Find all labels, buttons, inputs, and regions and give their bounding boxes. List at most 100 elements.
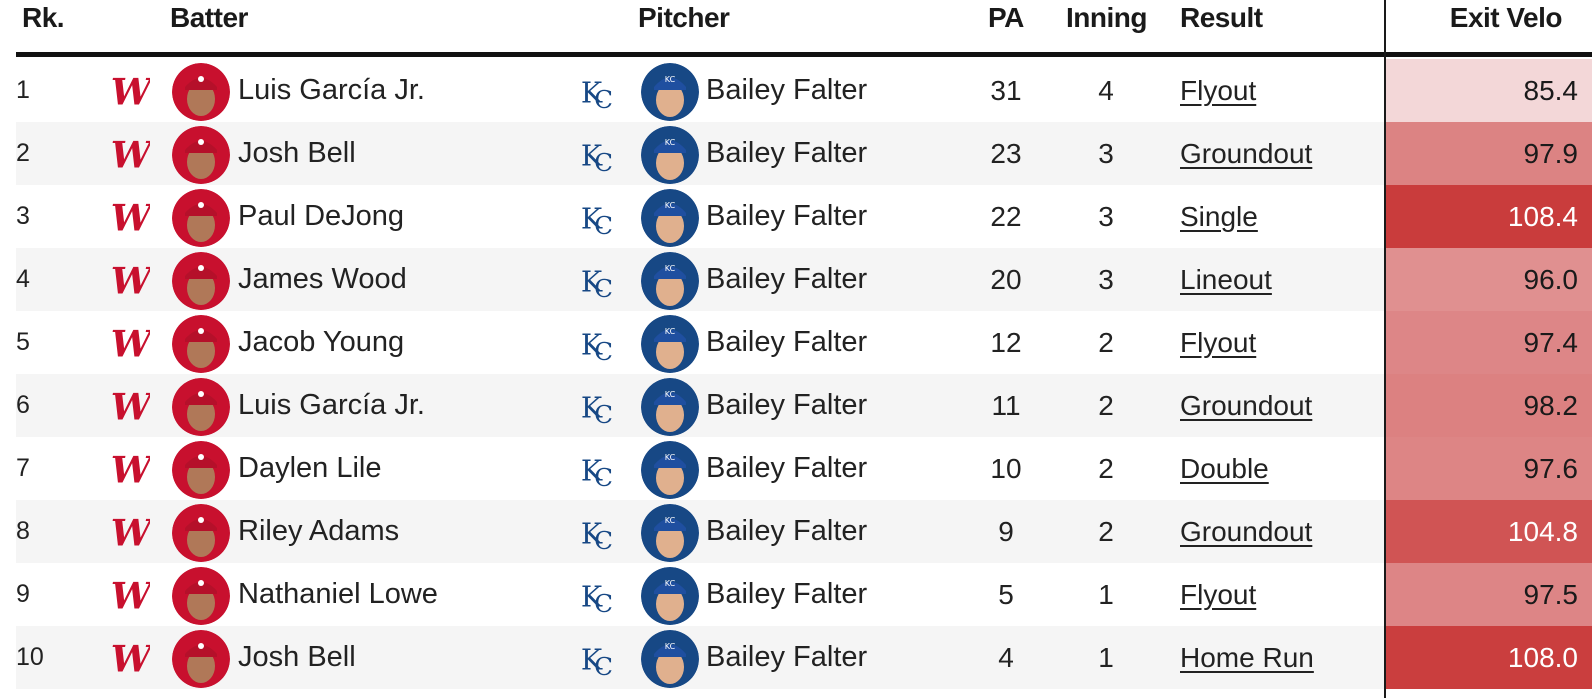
inning-cell: 4	[1098, 75, 1114, 106]
pitcher-avatar[interactable]: KC	[641, 378, 699, 436]
exit-velo-cell: 96.0	[1386, 248, 1592, 311]
result-link[interactable]: Home Run	[1180, 642, 1314, 673]
nationals-logo-icon[interactable]: W	[111, 133, 155, 176]
svg-text:W: W	[112, 388, 150, 426]
nationals-logo-icon[interactable]: W	[111, 259, 155, 302]
batter-name[interactable]: Luis García Jr.	[238, 389, 425, 421]
result-link[interactable]: Flyout	[1180, 579, 1257, 610]
batter-name[interactable]: Riley Adams	[238, 515, 400, 547]
pitcher-name[interactable]: Bailey Falter	[706, 200, 868, 232]
svg-text:C: C	[594, 400, 613, 426]
exit-velo-cell: 85.4	[1386, 59, 1592, 122]
result-link[interactable]: Groundout	[1180, 390, 1313, 421]
pitcher-avatar[interactable]: KC	[641, 567, 699, 625]
batter-name[interactable]: Jacob Young	[238, 326, 405, 358]
pitcher-name[interactable]: Bailey Falter	[706, 326, 868, 358]
result-link[interactable]: Groundout	[1180, 516, 1313, 547]
nationals-logo-icon[interactable]: W	[111, 322, 155, 365]
batter-name[interactable]: Josh Bell	[238, 137, 356, 169]
rank-cell: 8	[16, 517, 30, 545]
batter-avatar[interactable]	[172, 567, 230, 625]
batter-avatar[interactable]	[172, 441, 230, 499]
pitcher-name[interactable]: Bailey Falter	[706, 137, 868, 169]
exit-velo-cell: 98.2	[1386, 374, 1592, 437]
svg-text:C: C	[594, 337, 613, 363]
svg-text:KC: KC	[665, 579, 676, 588]
pitcher-avatar[interactable]: KC	[641, 315, 699, 373]
table-header: Rk. Batter Pitcher PA Inning Result Exit…	[0, 0, 1592, 52]
batter-avatar[interactable]	[172, 189, 230, 247]
batter-name[interactable]: Nathaniel Lowe	[238, 578, 438, 610]
header-rank[interactable]: Rk.	[22, 2, 65, 33]
batter-name[interactable]: Daylen Lile	[238, 452, 382, 484]
batter-avatar[interactable]	[172, 315, 230, 373]
pitcher-avatar[interactable]: KC	[641, 126, 699, 184]
pitcher-avatar[interactable]: KC	[641, 441, 699, 499]
pitcher-name[interactable]: Bailey Falter	[706, 515, 868, 547]
nationals-logo-icon[interactable]: W	[111, 448, 155, 491]
pitcher-name[interactable]: Bailey Falter	[706, 389, 868, 421]
result-link[interactable]: Groundout	[1180, 138, 1313, 169]
pa-cell: 23	[990, 138, 1022, 169]
result-link[interactable]: Flyout	[1180, 327, 1257, 358]
result-link[interactable]: Flyout	[1180, 75, 1257, 106]
svg-text:C: C	[594, 526, 613, 552]
pa-cell: 11	[991, 390, 1021, 421]
result-link[interactable]: Lineout	[1180, 264, 1272, 295]
batter-name[interactable]: Paul DeJong	[238, 200, 405, 232]
result-link[interactable]: Double	[1180, 453, 1269, 484]
batter-name[interactable]: James Wood	[238, 263, 407, 295]
table-row: 10 W Josh Bell K C KC Bailey Falter 4 1 Home Run 1…	[16, 626, 1592, 689]
header-inning[interactable]: Inning	[1066, 2, 1147, 33]
pitcher-avatar[interactable]: KC	[641, 63, 699, 121]
inning-cell: 2	[1098, 390, 1114, 421]
nationals-logo-icon[interactable]: W	[111, 637, 155, 680]
batter-name[interactable]: Luis García Jr.	[238, 74, 425, 106]
batter-avatar[interactable]	[172, 63, 230, 121]
header-result[interactable]: Result	[1180, 2, 1263, 33]
header-exit-velo[interactable]: Exit Velo	[1449, 2, 1563, 33]
pa-cell: 20	[990, 264, 1022, 295]
inning-cell: 3	[1098, 264, 1114, 295]
nationals-logo-icon[interactable]: W	[111, 70, 155, 113]
table-row: 7 W Daylen Lile K C KC Bailey Falter 10 2 Double 9…	[16, 437, 1592, 500]
result-link[interactable]: Single	[1180, 201, 1258, 232]
batter-avatar[interactable]	[172, 630, 230, 688]
pitcher-name[interactable]: Bailey Falter	[706, 641, 868, 673]
header-pa[interactable]: PA	[988, 2, 1024, 33]
svg-text:K: K	[581, 580, 603, 613]
svg-text:C: C	[594, 274, 613, 300]
batter-avatar[interactable]	[172, 126, 230, 184]
pitcher-name[interactable]: Bailey Falter	[706, 74, 868, 106]
batter-avatar[interactable]	[172, 378, 230, 436]
pitcher-avatar[interactable]: KC	[641, 504, 699, 562]
batter-avatar[interactable]	[172, 504, 230, 562]
batter-avatar[interactable]	[172, 252, 230, 310]
batter-name[interactable]: Josh Bell	[238, 641, 356, 673]
pitcher-name[interactable]: Bailey Falter	[706, 578, 868, 610]
svg-text:K: K	[581, 265, 603, 298]
header-batter[interactable]: Batter	[170, 2, 248, 33]
rank-cell: 10	[16, 643, 44, 671]
pitcher-name[interactable]: Bailey Falter	[706, 452, 868, 484]
header-pitcher[interactable]: Pitcher	[638, 2, 730, 33]
inning-cell: 1	[1098, 579, 1114, 610]
pitcher-avatar[interactable]: KC	[641, 252, 699, 310]
pitcher-avatar[interactable]: KC	[641, 189, 699, 247]
nationals-logo-icon[interactable]: W	[111, 574, 155, 617]
nationals-logo-icon[interactable]: W	[111, 385, 155, 428]
pitcher-avatar[interactable]: KC	[641, 630, 699, 688]
nationals-logo-icon[interactable]: W	[111, 511, 155, 554]
nationals-logo-icon[interactable]: W	[111, 196, 155, 239]
pitcher-name[interactable]: Bailey Falter	[706, 263, 868, 295]
